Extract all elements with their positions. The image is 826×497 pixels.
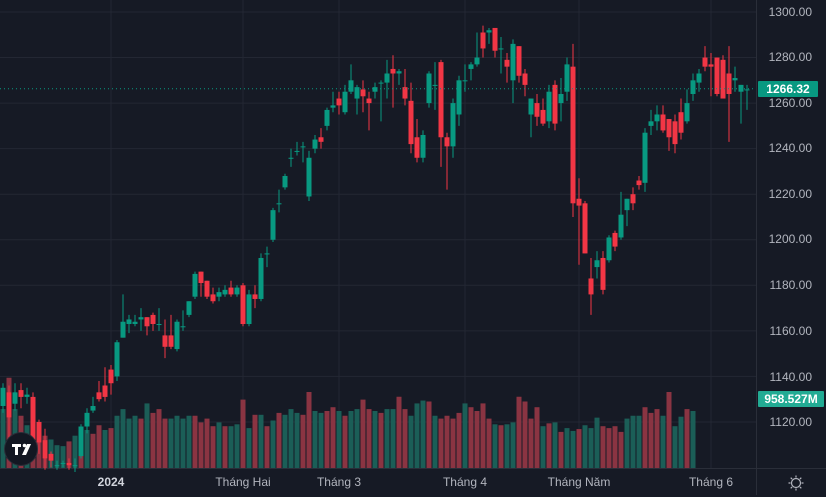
price-axis-label: 1160.00 [769, 324, 813, 338]
last-price-tag: 1266.32 [758, 81, 818, 97]
gear-icon[interactable] [787, 474, 805, 492]
volume-tag: 958.527M [758, 391, 824, 407]
time-axis-label: Tháng 4 [442, 475, 488, 489]
price-axis-label: 1120.00 [769, 415, 813, 429]
price-axis-label: 1180.00 [769, 278, 813, 292]
price-axis-label: 1200.00 [768, 232, 812, 246]
time-axis-label: Tháng Hai [215, 475, 271, 489]
price-axis-label: 1280.00 [768, 50, 812, 64]
price-axis-label: 1300.00 [768, 5, 812, 19]
time-axis-label: Tháng 3 [316, 475, 362, 489]
time-axis-label: 2024 [97, 475, 125, 489]
price-axis-label: 1140.00 [769, 370, 813, 384]
time-axis-label: Tháng 6 [688, 475, 734, 489]
price-axis-label: 1220.00 [768, 187, 812, 201]
tradingview-logo-icon[interactable] [5, 433, 37, 465]
time-axis-label: Tháng Năm [547, 475, 611, 489]
price-axis-label: 1240.00 [768, 141, 812, 155]
price-axis-label: 1260.00 [768, 96, 812, 110]
